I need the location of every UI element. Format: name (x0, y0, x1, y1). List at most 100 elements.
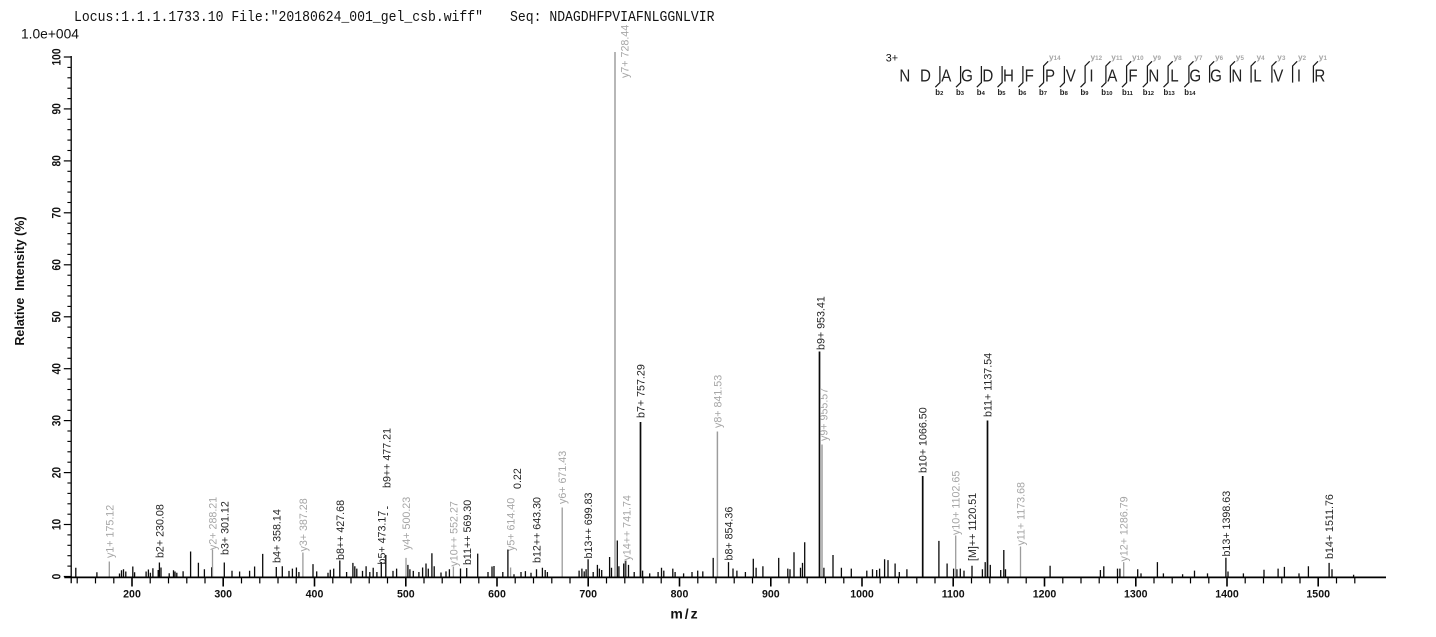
svg-text:y14: y14 (1049, 52, 1061, 62)
svg-text:b10+ 1066.50: b10+ 1066.50 (918, 407, 930, 473)
svg-text:b11+ 1137.54: b11+ 1137.54 (983, 353, 995, 417)
svg-text:b8++ 427.68: b8++ 427.68 (335, 500, 347, 560)
svg-text:y11: y11 (1111, 52, 1123, 62)
svg-text:G: G (961, 67, 973, 86)
svg-text:Locus:1.1.1.1733.10 File:"2018: Locus:1.1.1.1733.10 File:"20180624_001_g… (74, 9, 483, 26)
svg-text:y7: y7 (1194, 52, 1203, 62)
svg-text:b4: b4 (977, 88, 986, 97)
svg-text:y6+ 671.43: y6+ 671.43 (557, 451, 569, 504)
svg-text:b12++ 643.30: b12++ 643.30 (532, 497, 544, 563)
svg-text:b6: b6 (1018, 88, 1027, 97)
svg-text:R: R (1314, 67, 1325, 86)
svg-text:y3+ 387.28: y3+ 387.28 (298, 498, 310, 551)
svg-text:b3+ 301.12: b3+ 301.12 (219, 501, 231, 555)
svg-text:V: V (1273, 67, 1283, 86)
svg-text:70: 70 (51, 207, 64, 218)
svg-text:1.0e+004: 1.0e+004 (21, 27, 79, 42)
svg-text:y7+ 728.44: y7+ 728.44 (620, 25, 632, 78)
svg-text:y11+ 1173.68: y11+ 1173.68 (1016, 482, 1028, 546)
svg-text:y6: y6 (1215, 52, 1224, 62)
svg-text:3+: 3+ (886, 53, 898, 65)
svg-text:y2: y2 (1298, 52, 1307, 62)
svg-text:N: N (1148, 67, 1159, 86)
svg-text:b7: b7 (1039, 88, 1047, 97)
svg-text:y10: y10 (1132, 52, 1144, 62)
svg-text:b12: b12 (1143, 88, 1154, 97)
svg-text:y1: y1 (1319, 52, 1328, 62)
svg-text:1500: 1500 (1306, 588, 1330, 600)
svg-text:L: L (1170, 67, 1178, 86)
svg-text:F: F (1128, 67, 1137, 86)
svg-text:m/z: m/z (670, 606, 699, 622)
svg-text:b14: b14 (1184, 88, 1196, 97)
svg-text:0.22: 0.22 (512, 468, 524, 489)
svg-text:b14+ 1511.76: b14+ 1511.76 (1324, 494, 1336, 559)
svg-text:b8: b8 (1060, 88, 1069, 97)
svg-text:- -: - - (381, 505, 393, 516)
svg-text:y2+ 288.21: y2+ 288.21 (208, 497, 220, 550)
svg-text:b11: b11 (1122, 88, 1134, 97)
svg-text:30: 30 (51, 415, 64, 426)
svg-text:200: 200 (123, 588, 141, 600)
svg-text:A: A (941, 67, 951, 86)
svg-text:1200: 1200 (1033, 588, 1057, 600)
svg-text:80: 80 (51, 155, 64, 166)
svg-text:b10: b10 (1101, 88, 1112, 97)
svg-text:y12+ 1286.79: y12+ 1286.79 (1119, 496, 1131, 561)
svg-text:b2+ 230.08: b2+ 230.08 (154, 504, 166, 558)
svg-text:y3: y3 (1277, 52, 1286, 62)
svg-text:I: I (1089, 67, 1093, 86)
svg-text:b2: b2 (935, 88, 943, 97)
svg-text:10: 10 (51, 519, 64, 530)
svg-text:H: H (1003, 67, 1014, 86)
svg-text:b8+ 854.36: b8+ 854.36 (724, 507, 736, 561)
svg-text:D: D (920, 67, 931, 86)
svg-text:y10++ 552.27: y10++ 552.27 (448, 501, 460, 566)
svg-text:800: 800 (671, 588, 689, 600)
svg-text:A: A (1107, 67, 1117, 86)
svg-text:Seq: NDAGDHFPVIAFNLGGNLVIR: Seq: NDAGDHFPVIAFNLGGNLVIR (510, 9, 715, 26)
svg-text:900: 900 (762, 588, 780, 600)
svg-text:b5: b5 (998, 88, 1007, 97)
svg-text:1400: 1400 (1215, 588, 1239, 600)
svg-text:y8: y8 (1174, 52, 1183, 62)
svg-text:G: G (1210, 67, 1222, 86)
svg-text:b9: b9 (1081, 88, 1090, 97)
svg-text:y9+ 955.57: y9+ 955.57 (819, 388, 831, 441)
svg-text:y1+ 175.12: y1+ 175.12 (104, 505, 116, 558)
svg-text:y12: y12 (1091, 52, 1103, 62)
svg-text:100: 100 (51, 49, 64, 66)
svg-text:b5+ 473.17: b5+ 473.17 (376, 511, 388, 565)
svg-text:Relative Intensity (%): Relative Intensity (%) (13, 216, 27, 345)
svg-text:V: V (1066, 67, 1076, 86)
svg-text:60: 60 (51, 259, 64, 270)
svg-text:20: 20 (51, 467, 64, 478)
svg-text:D: D (982, 67, 993, 86)
svg-text:b9+ 953.41: b9+ 953.41 (816, 296, 828, 350)
svg-text:I: I (1297, 67, 1301, 86)
svg-text:y5: y5 (1236, 52, 1245, 62)
svg-text:y14++ 741.74: y14++ 741.74 (621, 495, 633, 560)
svg-text:b9++ 477.21: b9++ 477.21 (381, 428, 393, 488)
svg-text:1100: 1100 (942, 588, 965, 600)
svg-text:b13+ 1398.63: b13+ 1398.63 (1221, 491, 1233, 557)
svg-text:90: 90 (51, 103, 64, 114)
svg-text:700: 700 (579, 588, 597, 600)
svg-text:b11++ 569.30: b11++ 569.30 (462, 500, 474, 565)
svg-text:b13: b13 (1164, 88, 1176, 97)
svg-text:400: 400 (306, 588, 324, 600)
svg-text:500: 500 (397, 588, 415, 600)
svg-text:P: P (1045, 67, 1055, 86)
svg-text:50: 50 (51, 311, 64, 322)
svg-text:y4: y4 (1257, 52, 1266, 62)
svg-text:1000: 1000 (850, 588, 874, 600)
svg-text:y8+ 841.53: y8+ 841.53 (712, 375, 724, 428)
svg-text:F: F (1025, 67, 1034, 86)
svg-text:40: 40 (51, 363, 64, 374)
svg-text:y4+ 500.23: y4+ 500.23 (401, 497, 413, 550)
svg-text:y5+ 614.40: y5+ 614.40 (506, 498, 518, 551)
svg-text:1300: 1300 (1124, 588, 1148, 600)
svg-text:0: 0 (51, 574, 64, 580)
svg-text:y10+ 1102.65: y10+ 1102.65 (951, 471, 963, 535)
svg-text:L: L (1253, 67, 1261, 86)
